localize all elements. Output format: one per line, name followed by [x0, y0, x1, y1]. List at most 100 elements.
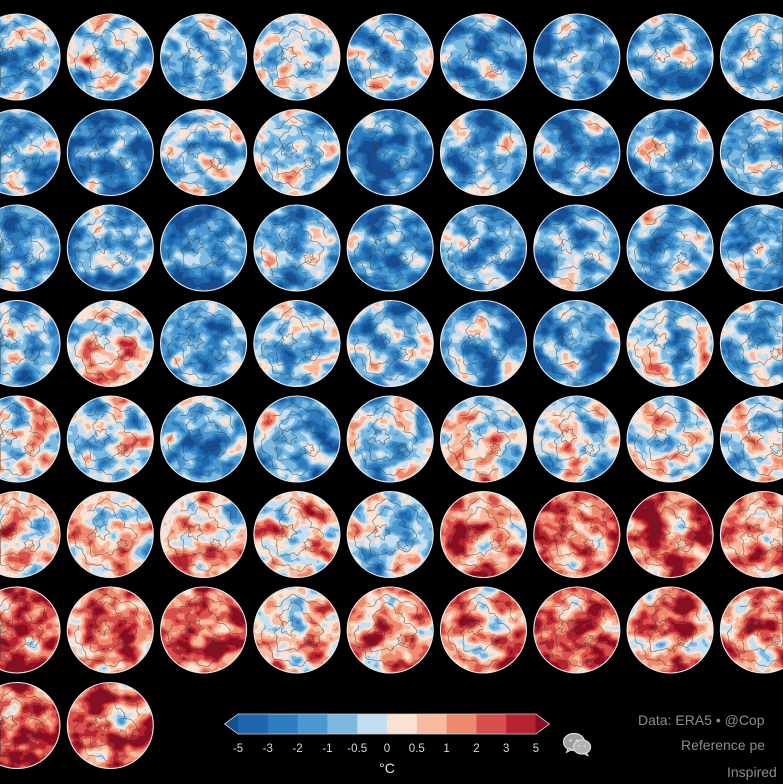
map-border-ring: [253, 586, 341, 674]
map-border-ring: [533, 300, 621, 387]
coastline-outline: [447, 307, 514, 381]
coastline-outline: [540, 211, 607, 285]
coastline-outline: [74, 402, 140, 476]
polar-map-panel: [0, 681, 61, 770]
anomaly-field: [253, 396, 340, 482]
coastline-outline: [74, 498, 140, 572]
map-border-ring: [160, 586, 248, 674]
colorbar-tick-label: -5: [233, 743, 243, 755]
polar-map-panel: [533, 395, 621, 483]
coastline-outline: [354, 116, 420, 190]
anomaly-field: [347, 491, 434, 578]
coastline-outline: [633, 211, 700, 285]
coastline-outline: [167, 402, 234, 476]
polar-map-panel: [533, 109, 621, 196]
map-border-ring: [346, 395, 434, 483]
anomaly-field: [533, 300, 620, 387]
polar-map-panel: [719, 108, 783, 197]
polar-map-panel: [0, 204, 61, 292]
anomaly-field: [533, 396, 620, 482]
coastline-outline: [447, 593, 514, 667]
anomaly-field: [67, 587, 154, 673]
polar-map-panel: [626, 491, 714, 578]
anomaly-field: [627, 300, 714, 387]
polar-map-panel: [160, 586, 248, 674]
anomaly-field: [67, 109, 154, 196]
coastline-outline: [727, 116, 783, 190]
polar-map-panel: [346, 300, 434, 387]
coastline-outline: [260, 307, 327, 381]
polar-map-panel: [719, 299, 783, 388]
map-border-ring: [626, 586, 714, 674]
map-border-ring: [160, 300, 248, 387]
map-border-ring: [626, 491, 714, 578]
data-source-credit: Data: ERA5 • @Cop: [638, 712, 765, 728]
map-border-ring: [0, 299, 61, 388]
polar-map-panel: [719, 204, 783, 292]
map-border-ring: [346, 491, 434, 578]
polar-map-panel: [626, 300, 714, 387]
map-border-ring: [160, 109, 248, 196]
colorbar-segment: [416, 714, 448, 734]
map-border-ring: [0, 108, 61, 197]
coastline-outline: [0, 689, 47, 763]
polar-map-panel: [66, 300, 154, 387]
anomaly-field: [627, 14, 714, 100]
polar-map-panel: [66, 491, 154, 578]
map-border-ring: [160, 491, 248, 578]
coastline-outline: [727, 20, 783, 94]
anomaly-field: [440, 587, 527, 673]
polar-map-panel: [346, 586, 434, 674]
polar-map-panel: [253, 109, 341, 196]
map-border-ring: [160, 395, 248, 483]
colorbar-tick-label: -2: [292, 743, 302, 755]
anomaly-field: [627, 205, 714, 291]
coastline-outline: [633, 307, 700, 381]
polar-map-panel: [533, 586, 621, 674]
polar-map-panel: [719, 395, 783, 483]
map-border-ring: [533, 204, 621, 292]
anomaly-field: [440, 300, 527, 387]
map-border-ring: [346, 13, 434, 101]
map-border-ring: [439, 395, 528, 483]
anomaly-field: [160, 587, 247, 673]
coastline-outline: [0, 116, 47, 190]
coastline-outline: [633, 593, 700, 667]
map-border-ring: [533, 586, 621, 674]
polar-map-panel: [346, 395, 434, 483]
reference-period-credit: Reference pe: [681, 737, 766, 753]
coastline-outline: [354, 593, 420, 667]
map-border-ring: [66, 682, 154, 769]
map-border-ring: [0, 586, 61, 674]
map-border-ring: [66, 300, 154, 387]
polar-map-panel: [626, 586, 714, 674]
map-border-ring: [66, 395, 154, 483]
coastline-outline: [447, 116, 514, 190]
polar-map-panel: [0, 490, 61, 579]
coastline-outline: [447, 211, 514, 285]
polar-map-panel: [253, 204, 341, 292]
colorbar-segment: [387, 714, 418, 734]
coastline-outline: [260, 402, 327, 476]
colorbar-outline: [223, 713, 551, 735]
anomaly-field: [160, 109, 247, 196]
map-border-ring: [626, 395, 714, 483]
coastline-outline: [633, 402, 700, 476]
map-border-ring: [66, 586, 154, 674]
anomaly-field: [67, 491, 154, 578]
map-border-ring: [719, 204, 783, 292]
polar-map-panel: [0, 395, 61, 483]
map-border-ring: [346, 300, 434, 387]
map-border-ring: [253, 204, 341, 292]
anomaly-field: [347, 396, 434, 482]
coastline-outline: [260, 498, 327, 572]
coastline-outline: [727, 211, 783, 285]
anomaly-field: [533, 587, 620, 673]
polar-map-panel: [533, 13, 621, 101]
coastline-outline: [167, 593, 234, 667]
anomaly-field: [627, 491, 714, 578]
colorbar-segment: [446, 714, 477, 734]
anomaly-field: [67, 682, 154, 769]
wechat-icon: [562, 732, 592, 757]
polar-map-panel: [439, 491, 528, 578]
